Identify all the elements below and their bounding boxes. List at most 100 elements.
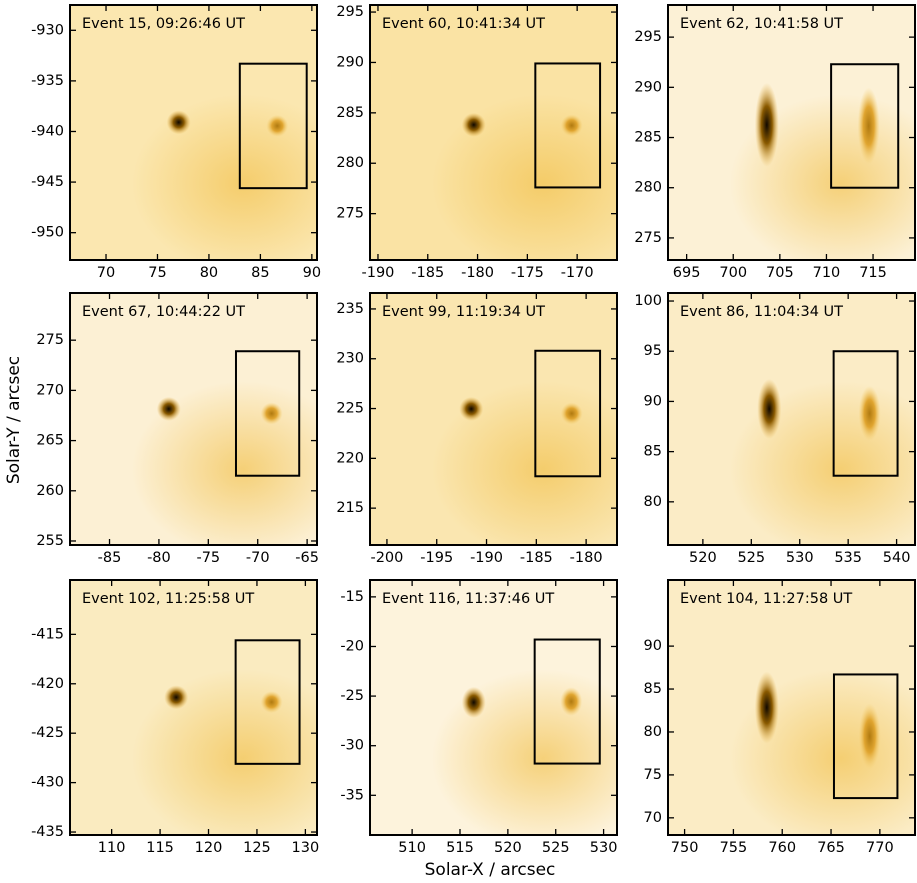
- box-spot: [560, 402, 583, 425]
- x-tick-label: 765: [817, 840, 845, 856]
- y-tick-label: 290: [336, 54, 364, 70]
- x-tick-label: 760: [768, 840, 796, 856]
- y-tick-label: 70: [644, 810, 662, 826]
- frame: [369, 4, 618, 261]
- panel: [70, 293, 317, 545]
- x-tick-label: 130: [292, 840, 320, 856]
- box-spot: [260, 691, 283, 714]
- x-tick-label: -80: [147, 550, 171, 566]
- x-tick-label: 515: [446, 840, 474, 856]
- x-tick-label: 540: [883, 550, 911, 566]
- main-spot: [754, 671, 779, 744]
- y-tick-label: 215: [336, 500, 364, 516]
- box-spot: [857, 87, 880, 165]
- panel: [370, 580, 617, 835]
- y-tick-label: -935: [31, 73, 64, 89]
- y-tick-label: 85: [644, 681, 662, 697]
- panel: [668, 5, 915, 260]
- box-spot: [858, 703, 881, 770]
- panel: [668, 580, 915, 835]
- panel: [370, 5, 617, 260]
- y-tick-label: 80: [644, 494, 662, 510]
- x-tick-label: -190: [362, 265, 395, 281]
- frame: [69, 4, 318, 261]
- box-spot: [266, 114, 289, 137]
- panel-title: Event 60, 10:41:34 UT: [382, 16, 545, 32]
- frame: [667, 292, 916, 546]
- x-tick-label: -85: [98, 550, 122, 566]
- x-tick-label: 520: [494, 840, 522, 856]
- frame: [69, 579, 318, 836]
- x-tick-label: 520: [689, 550, 717, 566]
- box-spot: [560, 687, 583, 716]
- x-tick-label: -195: [420, 550, 453, 566]
- box-spot: [858, 385, 881, 441]
- y-tick-label: -415: [31, 626, 64, 642]
- y-tick-label: -420: [31, 676, 64, 692]
- y-tick-label: 295: [336, 4, 364, 20]
- x-tick-label: 695: [673, 265, 701, 281]
- x-tick-label: -200: [370, 550, 403, 566]
- box-spot: [260, 402, 283, 425]
- y-tick-label: -930: [31, 22, 64, 38]
- box-spot: [560, 114, 583, 137]
- y-tick-label: -35: [340, 787, 364, 803]
- x-tick-label: 755: [720, 840, 748, 856]
- y-tick-label: 255: [36, 533, 64, 549]
- box: [238, 62, 308, 190]
- panel-title: Event 99, 11:19:34 UT: [382, 304, 545, 320]
- x-tick-label: 750: [671, 840, 699, 856]
- y-tick-label: -945: [31, 174, 64, 190]
- panel: [70, 580, 317, 835]
- panel-title: Event 104, 11:27:58 UT: [680, 591, 852, 607]
- x-tick-label: -75: [196, 550, 220, 566]
- x-tick-label: 705: [766, 265, 794, 281]
- main-spot: [156, 396, 181, 421]
- y-tick-label: -30: [340, 738, 364, 754]
- x-tick-label: 715: [859, 265, 887, 281]
- x-tick-label: 770: [866, 840, 894, 856]
- x-tick-label: 525: [737, 550, 765, 566]
- x-tick-label: 530: [786, 550, 814, 566]
- x-tick-label: -180: [570, 550, 603, 566]
- x-tick-label: 75: [148, 265, 166, 281]
- x-tick-label: 525: [542, 840, 570, 856]
- y-tick-label: -15: [340, 589, 364, 605]
- box: [534, 62, 602, 189]
- panel-title: Event 86, 11:04:34 UT: [680, 304, 843, 320]
- frame: [667, 4, 916, 261]
- y-tick-label: -435: [31, 824, 64, 840]
- frame: [667, 579, 916, 836]
- panel-title: Event 116, 11:37:46 UT: [382, 591, 554, 607]
- x-axis-label: Solar-X / arcsec: [425, 860, 556, 880]
- y-tick-label: 270: [36, 382, 64, 398]
- panel: [70, 5, 317, 260]
- panel-title: Event 15, 09:26:46 UT: [82, 16, 245, 32]
- y-tick-label: 285: [634, 130, 662, 146]
- x-tick-label: 120: [195, 840, 223, 856]
- y-tick-label: 220: [336, 450, 364, 466]
- y-tick-label: 275: [336, 206, 364, 222]
- x-tick-label: 110: [98, 840, 126, 856]
- panel: [668, 293, 915, 545]
- x-tick-label: -185: [411, 265, 444, 281]
- main-spot: [166, 110, 191, 135]
- y-tick-label: 260: [36, 483, 64, 499]
- y-tick-label: 85: [644, 444, 662, 460]
- panel-title: Event 67, 10:44:22 UT: [82, 304, 245, 320]
- y-tick-label: 290: [634, 79, 662, 95]
- x-tick-label: -185: [520, 550, 553, 566]
- y-tick-label: -950: [31, 225, 64, 241]
- y-tick-label: 265: [36, 433, 64, 449]
- main-spot: [461, 686, 486, 719]
- x-tick-label: -65: [295, 550, 319, 566]
- main-spot: [757, 378, 782, 439]
- x-tick-label: 115: [146, 840, 174, 856]
- y-tick-label: 100: [634, 293, 662, 309]
- y-tick-label: 275: [634, 230, 662, 246]
- y-tick-label: -940: [31, 123, 64, 139]
- x-tick-label: 700: [719, 265, 747, 281]
- box: [533, 638, 601, 765]
- box: [234, 639, 301, 765]
